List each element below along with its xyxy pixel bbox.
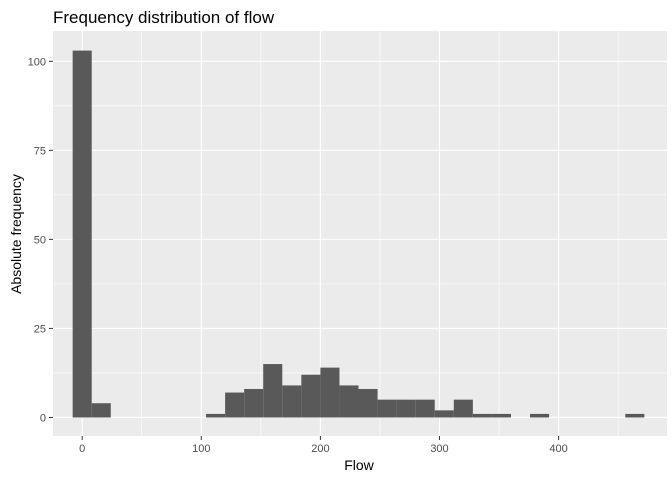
histogram-bar bbox=[491, 413, 511, 418]
histogram-bar bbox=[339, 385, 359, 418]
histogram-bar bbox=[453, 399, 473, 418]
x-tick-label: 200 bbox=[311, 443, 329, 455]
histogram-bar bbox=[377, 399, 397, 418]
histogram-bar bbox=[472, 413, 492, 418]
histogram-bar bbox=[320, 367, 340, 418]
x-tick-label: 400 bbox=[549, 443, 567, 455]
x-tick-label: 0 bbox=[79, 443, 85, 455]
y-tick-label: 0 bbox=[40, 412, 46, 424]
histogram-bars bbox=[72, 50, 645, 418]
y-tick-label: 50 bbox=[34, 234, 46, 246]
histogram-bar bbox=[358, 388, 378, 418]
histogram-bar bbox=[263, 364, 283, 418]
histogram-bar bbox=[530, 413, 550, 418]
histogram-bar bbox=[415, 399, 435, 418]
histogram-bar bbox=[91, 403, 111, 418]
histogram-bar bbox=[225, 392, 245, 418]
histogram-bar bbox=[282, 385, 302, 418]
histogram-bar bbox=[434, 410, 454, 418]
histogram-bar bbox=[206, 413, 226, 418]
histogram-bar bbox=[301, 374, 321, 418]
x-axis: 0 100 200 300 400 bbox=[79, 436, 568, 455]
x-tick-label: 100 bbox=[192, 443, 210, 455]
x-tick-label: 300 bbox=[430, 443, 448, 455]
y-tick-label: 25 bbox=[34, 323, 46, 335]
histogram-bar bbox=[625, 413, 645, 418]
grid-minor-lines bbox=[53, 31, 667, 436]
histogram-bar bbox=[72, 50, 92, 418]
y-tick-label: 100 bbox=[28, 56, 46, 68]
chart-title: Frequency distribution of flow bbox=[53, 8, 275, 27]
plot-panel bbox=[53, 31, 667, 436]
histogram-bar bbox=[396, 399, 416, 418]
grid-major-lines bbox=[53, 31, 667, 436]
x-axis-title: Flow bbox=[344, 457, 374, 473]
y-tick-label: 75 bbox=[34, 145, 46, 157]
y-axis: 0 25 50 75 100 bbox=[28, 56, 53, 424]
histogram-bar bbox=[244, 388, 264, 418]
y-axis-title: Absolute frequency bbox=[8, 174, 24, 294]
